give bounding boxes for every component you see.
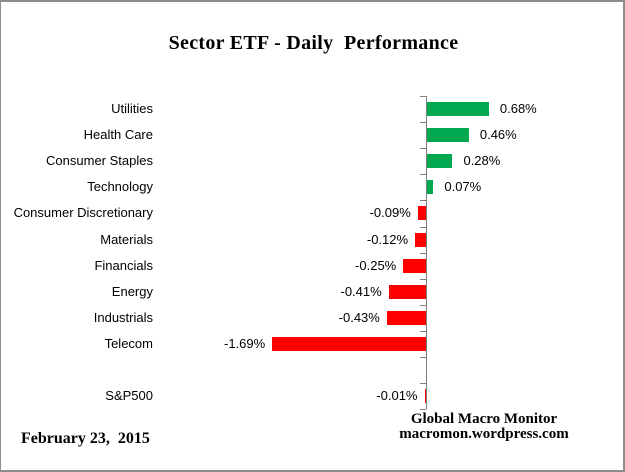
category-label: S&P500: [105, 388, 153, 404]
bar: [424, 389, 426, 404]
credit-block: Global Macro Monitor macromon.wordpress.…: [397, 412, 571, 442]
category-label: Financials: [94, 257, 153, 273]
value-label: 0.68%: [499, 101, 537, 117]
axis-tick: [420, 252, 426, 254]
category-label: Telecom: [104, 335, 153, 351]
axis-tick: [420, 409, 426, 411]
value-label: -0.01%: [376, 388, 418, 404]
chart-title: Sector ETF - Daily Performance: [168, 32, 459, 54]
axis-tick: [420, 226, 426, 228]
bar: [417, 206, 426, 221]
category-label: Energy: [111, 283, 153, 299]
axis-tick: [420, 200, 426, 202]
bar: [272, 336, 426, 351]
bar: [427, 128, 469, 143]
value-label: 0.46%: [479, 127, 517, 143]
credit-line2: macromon.wordpress.com: [399, 426, 569, 442]
axis-tick: [420, 148, 426, 150]
value-label: -0.43%: [338, 309, 380, 325]
axis-tick: [420, 96, 426, 97]
bar: [388, 284, 426, 299]
category-label: Technology: [87, 179, 153, 195]
axis-tick: [420, 174, 426, 176]
value-label: -1.69%: [224, 335, 266, 351]
bar: [427, 180, 434, 195]
axis-tick: [420, 304, 426, 306]
value-label: 0.07%: [444, 179, 482, 195]
axis-tick: [420, 330, 426, 332]
value-label: -0.12%: [366, 231, 409, 247]
axis-tick: [420, 383, 426, 385]
category-label: Utilities: [111, 101, 153, 117]
bar: [427, 102, 489, 117]
category-label: Consumer Discretionary: [13, 205, 153, 221]
value-label: -0.41%: [340, 283, 382, 299]
value-label: -0.25%: [355, 257, 397, 273]
value-label: -0.09%: [369, 205, 411, 221]
axis-tick: [420, 357, 426, 358]
footer-date: February 23, 2015: [21, 430, 150, 447]
axis-tick: [420, 122, 426, 124]
category-label: Industrials: [93, 309, 153, 325]
bar: [427, 154, 453, 169]
bar: [415, 232, 426, 247]
value-label: 0.28%: [463, 153, 501, 169]
category-label: Health Care: [83, 127, 153, 143]
bar: [386, 310, 426, 325]
bar: [403, 258, 426, 273]
credit-line1: Global Macro Monitor: [410, 411, 558, 427]
axis-tick: [420, 278, 426, 280]
category-label: Materials: [100, 231, 153, 247]
category-label: Consumer Staples: [46, 153, 153, 169]
y-axis-line: [426, 96, 427, 410]
